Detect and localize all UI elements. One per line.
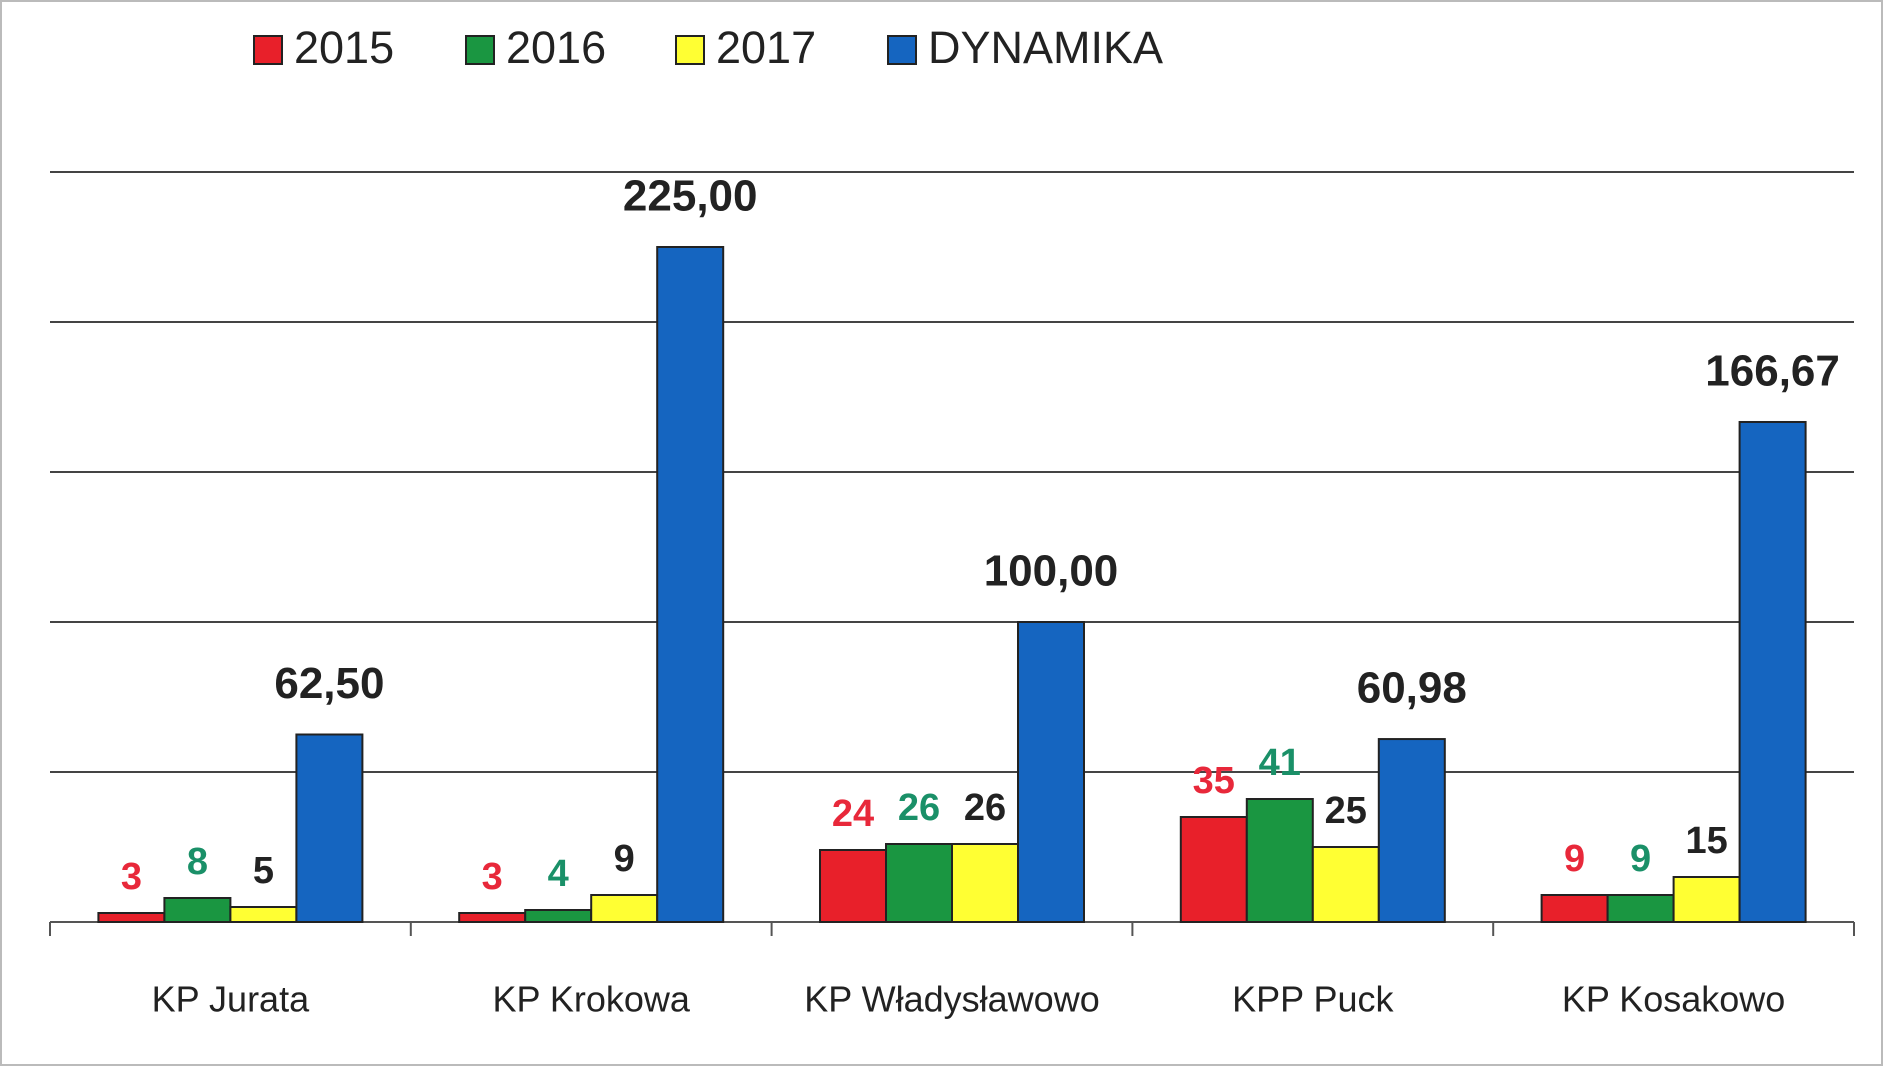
legend-swatch <box>465 35 495 65</box>
data-label: 166,67 <box>1705 347 1840 396</box>
bar <box>229 906 298 923</box>
bar <box>295 733 364 923</box>
data-label: 35 <box>1193 760 1235 802</box>
data-label: 26 <box>898 787 940 829</box>
bar <box>885 843 953 923</box>
x-tick-label: KP Władysławowo <box>804 979 1099 1020</box>
bar <box>1606 894 1675 923</box>
data-label: 5 <box>253 850 274 892</box>
bar <box>1245 798 1314 923</box>
bar <box>1179 816 1248 923</box>
legend-label: DYNAMIKA <box>928 22 1163 73</box>
x-tick-label: KPP Puck <box>1232 979 1394 1020</box>
data-label: 225,00 <box>623 172 758 221</box>
legend-label: 2016 <box>506 22 606 73</box>
bar <box>163 897 232 923</box>
bar <box>819 849 887 923</box>
data-label: 62,50 <box>274 659 384 708</box>
bar <box>1311 846 1380 923</box>
data-label: 15 <box>1685 820 1727 862</box>
data-label: 8 <box>187 841 208 883</box>
data-label: 3 <box>482 856 503 898</box>
legend-swatch <box>887 35 917 65</box>
bar <box>1672 876 1741 923</box>
bar <box>656 246 725 923</box>
bar <box>458 912 527 923</box>
legend-label: 2015 <box>294 22 394 73</box>
bar <box>524 909 593 923</box>
bar <box>1017 621 1085 923</box>
bar <box>97 912 166 923</box>
data-label: 24 <box>832 793 874 835</box>
x-tick-label: KP Kosakowo <box>1562 979 1785 1020</box>
data-label: 4 <box>548 853 569 895</box>
legend-swatch <box>675 35 705 65</box>
x-tick-label: KP Krokowa <box>492 979 690 1020</box>
bar <box>1738 420 1807 923</box>
data-label: 9 <box>1630 838 1651 880</box>
data-label: 9 <box>614 838 635 880</box>
bar <box>951 843 1019 923</box>
data-label: 25 <box>1325 790 1367 832</box>
data-label: 9 <box>1564 838 1585 880</box>
x-tick-label: KP Jurata <box>152 979 310 1020</box>
data-label: 26 <box>964 787 1006 829</box>
data-label: 3 <box>121 856 142 898</box>
legend-label: 2017 <box>716 22 816 73</box>
data-label: 100,00 <box>984 547 1119 596</box>
bar <box>1377 738 1446 923</box>
bar <box>590 894 659 923</box>
data-label: 60,98 <box>1357 664 1467 713</box>
legend-swatch <box>253 35 283 65</box>
data-label: 41 <box>1259 742 1301 784</box>
bar <box>1540 894 1609 923</box>
